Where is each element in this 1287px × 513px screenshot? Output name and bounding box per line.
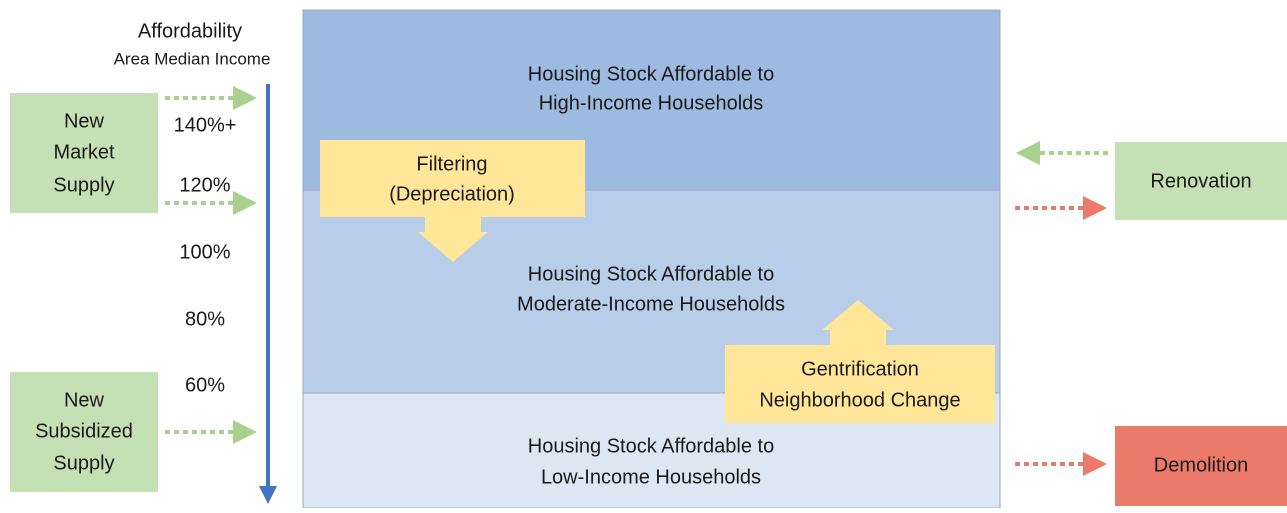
source-label: Market (53, 141, 115, 163)
process-label: Neighborhood Change (759, 389, 960, 411)
band-label: Housing Stock Affordable to (528, 263, 774, 285)
source-label: New (64, 389, 105, 411)
source-label: New (64, 110, 105, 132)
source-label: Supply (53, 174, 114, 196)
level-label: 140%+ (174, 114, 237, 136)
level-label: 100% (179, 241, 230, 263)
process-label: Filtering (416, 153, 487, 175)
level-label: 120% (179, 174, 230, 196)
source-box (10, 93, 158, 213)
outcome-label: Renovation (1150, 170, 1251, 192)
process-box (320, 140, 585, 217)
band-label: Low-Income Households (541, 466, 761, 488)
axis-arrowhead (259, 486, 277, 504)
outcome-box (1115, 426, 1287, 506)
source-label: Supply (53, 452, 114, 474)
level-label: 80% (185, 308, 225, 330)
level-label: 60% (185, 374, 225, 396)
band-label: Housing Stock Affordable to (528, 63, 774, 85)
band-label: Housing Stock Affordable to (528, 435, 774, 457)
source-label: Subsidized (35, 420, 133, 442)
outcome-box (1115, 142, 1287, 220)
up-arrow (822, 300, 894, 345)
process-label: (Depreciation) (389, 183, 515, 205)
band-label: High-Income Households (539, 92, 764, 114)
down-arrow (418, 217, 488, 262)
process-label: Gentrification (801, 358, 919, 380)
outcome-label: Demolition (1154, 454, 1248, 476)
process-box (725, 345, 995, 423)
source-box (10, 372, 158, 492)
axis-title: Affordability (138, 20, 242, 42)
band-label: Moderate-Income Households (517, 293, 785, 315)
axis-subtitle: Area Median Income (114, 49, 271, 68)
